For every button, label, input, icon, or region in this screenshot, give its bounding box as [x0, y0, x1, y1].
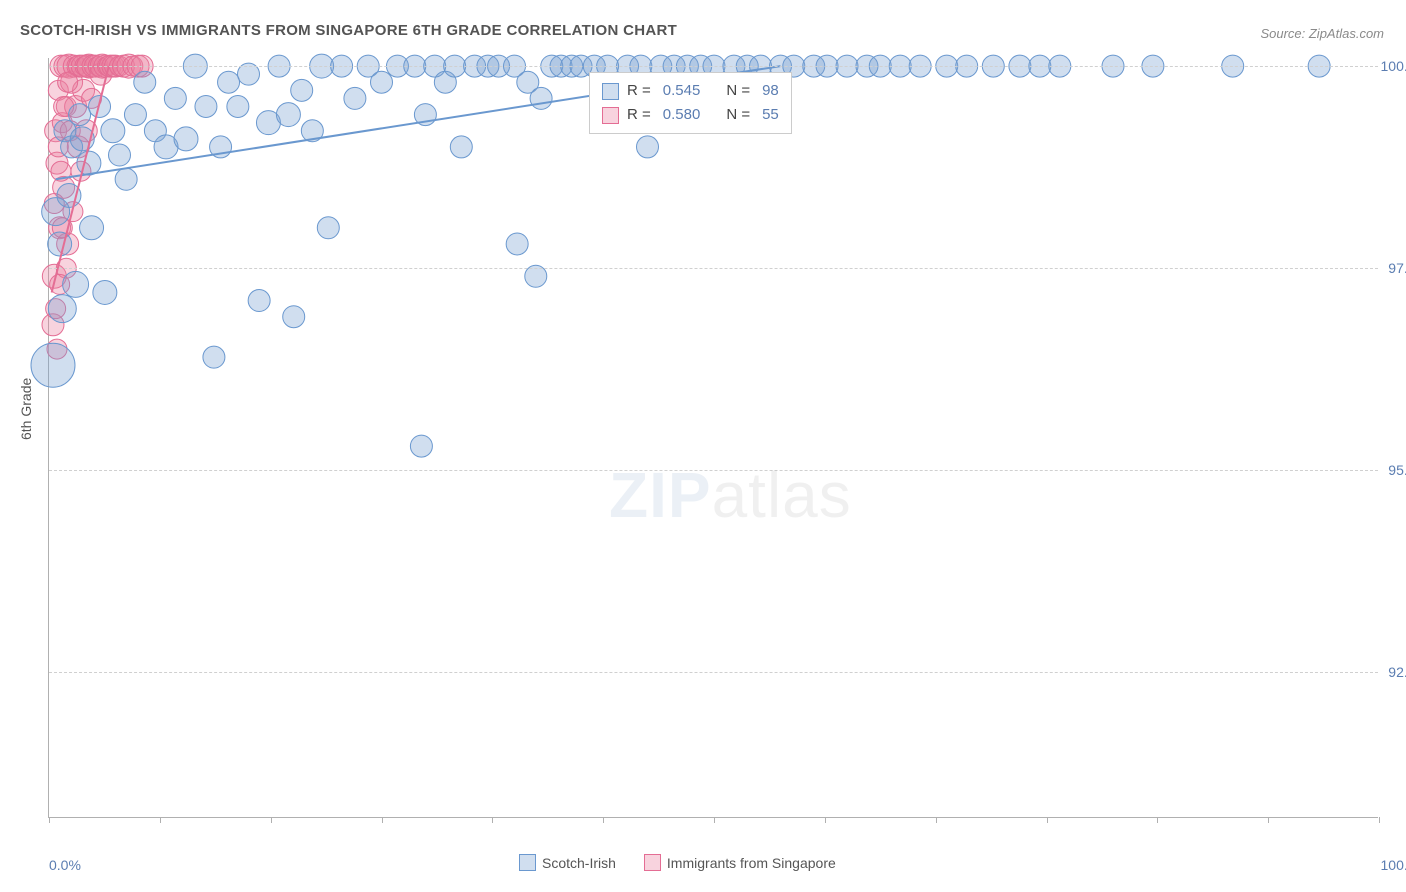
data-point: [248, 290, 270, 312]
gridline: [49, 268, 1378, 269]
data-point: [317, 217, 339, 239]
gridline: [49, 672, 1378, 673]
data-point: [124, 104, 146, 126]
data-point: [371, 71, 393, 93]
gridline: [49, 66, 1378, 67]
data-point: [48, 295, 76, 323]
chart-plot-area: 92.5%95.0%97.5%100.0% R = 0.545 N = 98 R…: [48, 58, 1378, 818]
x-tick: [492, 817, 493, 823]
data-point: [283, 306, 305, 328]
legend-row-a: R = 0.545 N = 98: [602, 79, 779, 103]
x-tick: [1268, 817, 1269, 823]
data-point: [450, 136, 472, 158]
chart-title: SCOTCH-IRISH VS IMMIGRANTS FROM SINGAPOR…: [20, 22, 677, 39]
legend-row-b: R = 0.580 N = 55: [602, 103, 779, 127]
data-point: [530, 87, 552, 109]
data-point: [218, 71, 240, 93]
x-tick: [1157, 817, 1158, 823]
n-value-a: 98: [762, 79, 779, 103]
x-tick: [160, 817, 161, 823]
x-tick: [603, 817, 604, 823]
data-point: [48, 232, 72, 256]
legend-item-b: Immigrants from Singapore: [644, 854, 836, 871]
y-tick-label: 100.0%: [1381, 58, 1406, 74]
data-point: [31, 343, 75, 387]
data-point: [506, 233, 528, 255]
n-label: N =: [726, 103, 750, 127]
data-point: [195, 96, 217, 118]
data-point: [80, 216, 104, 240]
x-tick: [1379, 817, 1380, 823]
y-axis-title: 6th Grade: [18, 378, 34, 440]
n-value-b: 55: [762, 103, 779, 127]
data-point: [77, 151, 101, 175]
x-axis-max-label: 100.0%: [1381, 857, 1406, 873]
correlation-legend: R = 0.545 N = 98 R = 0.580 N = 55: [589, 72, 792, 134]
y-tick-label: 92.5%: [1388, 664, 1406, 680]
data-point: [101, 119, 125, 143]
data-point: [276, 103, 300, 127]
r-value-a: 0.545: [663, 79, 701, 103]
legend-label-a: Scotch-Irish: [542, 855, 616, 871]
data-point: [93, 280, 117, 304]
data-point: [134, 71, 156, 93]
legend-label-b: Immigrants from Singapore: [667, 855, 836, 871]
x-tick: [382, 817, 383, 823]
y-tick-label: 95.0%: [1388, 462, 1406, 478]
data-point: [344, 87, 366, 109]
data-point: [174, 127, 198, 151]
data-point: [227, 96, 249, 118]
data-point: [164, 87, 186, 109]
series-legend: Scotch-Irish Immigrants from Singapore: [519, 854, 836, 871]
x-tick: [714, 817, 715, 823]
gridline: [49, 470, 1378, 471]
data-point: [203, 346, 225, 368]
legend-item-a: Scotch-Irish: [519, 854, 616, 871]
data-point: [108, 144, 130, 166]
data-point: [58, 72, 78, 92]
swatch-a-icon: [519, 854, 536, 871]
data-point: [63, 271, 89, 297]
data-point: [115, 168, 137, 190]
x-tick: [936, 817, 937, 823]
r-value-b: 0.580: [663, 103, 701, 127]
x-tick: [271, 817, 272, 823]
y-tick-label: 97.5%: [1388, 260, 1406, 276]
swatch-b-icon: [644, 854, 661, 871]
x-tick: [1047, 817, 1048, 823]
x-axis-min-label: 0.0%: [49, 857, 81, 873]
plot-svg: [49, 58, 1378, 817]
n-label: N =: [726, 79, 750, 103]
data-point: [637, 136, 659, 158]
source-attribution: Source: ZipAtlas.com: [1260, 26, 1384, 41]
swatch-b: [602, 107, 619, 124]
swatch-a: [602, 83, 619, 100]
data-point: [410, 435, 432, 457]
data-point: [69, 104, 91, 126]
x-tick: [49, 817, 50, 823]
x-tick: [825, 817, 826, 823]
data-point: [291, 79, 313, 101]
r-label: R =: [627, 103, 651, 127]
r-label: R =: [627, 79, 651, 103]
